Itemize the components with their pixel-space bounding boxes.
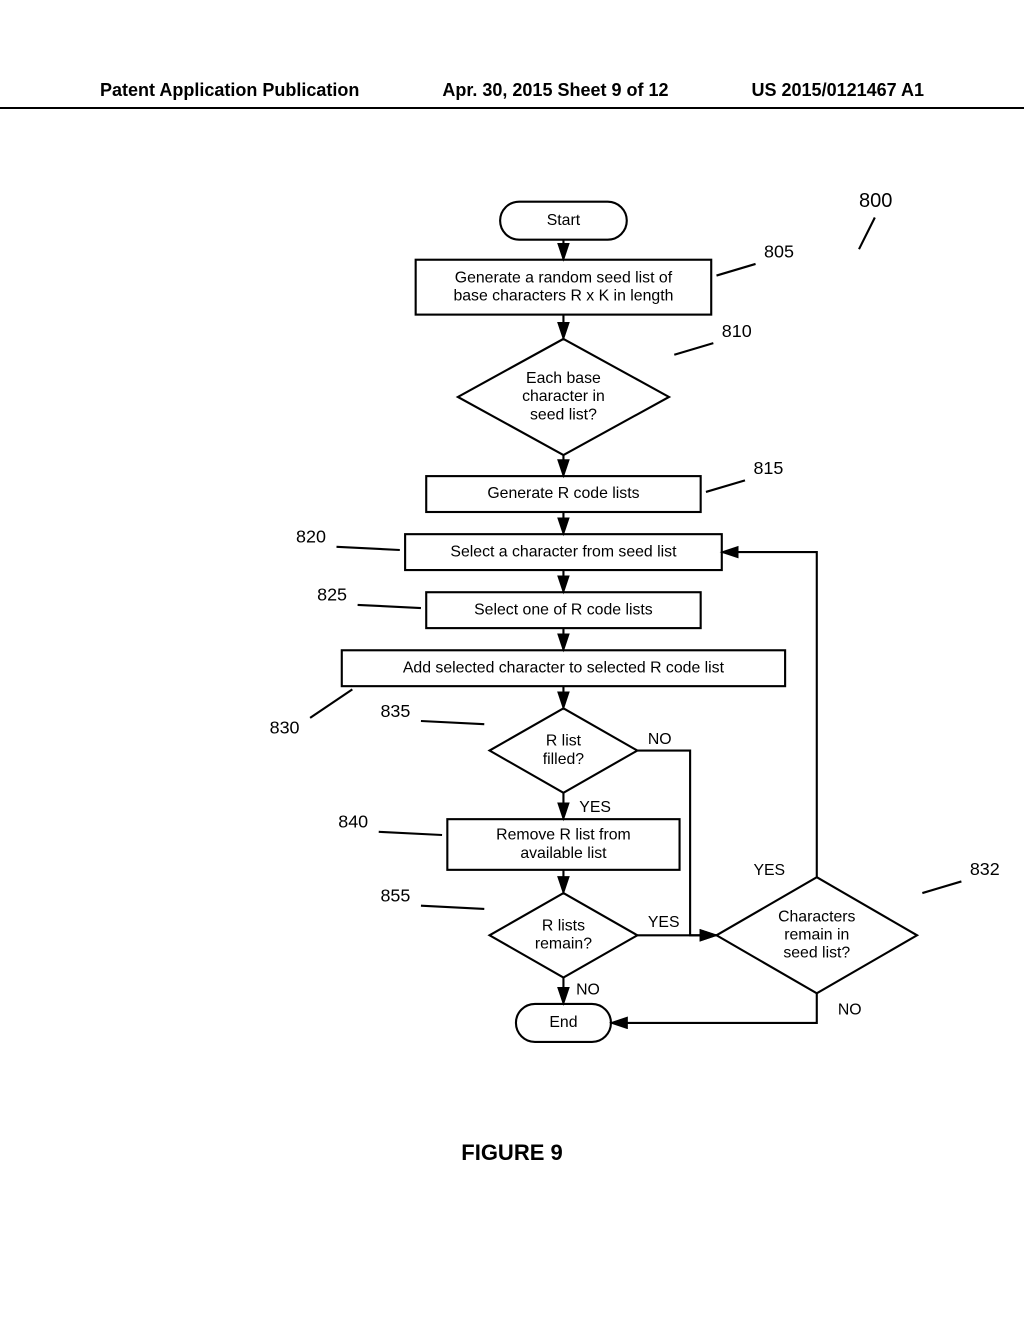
svg-text:Select a character from seed l: Select a character from seed list: [450, 543, 677, 560]
figure-title: FIGURE 9: [0, 1140, 1024, 1166]
svg-text:YES: YES: [753, 862, 785, 879]
svg-text:YES: YES: [648, 914, 680, 931]
svg-text:820: 820: [296, 527, 326, 547]
svg-text:815: 815: [753, 458, 783, 478]
svg-text:830: 830: [270, 718, 300, 738]
svg-text:Generate a random seed list of: Generate a random seed list of: [455, 269, 673, 286]
svg-text:base characters R x K in lengt: base characters R x K in length: [453, 287, 673, 304]
svg-text:character in: character in: [522, 388, 605, 405]
svg-text:NO: NO: [838, 1001, 862, 1018]
svg-text:835: 835: [380, 701, 410, 721]
svg-text:YES: YES: [579, 799, 611, 816]
svg-text:NO: NO: [576, 981, 600, 998]
svg-text:R lists: R lists: [542, 917, 585, 934]
svg-text:Select one of R code lists: Select one of R code lists: [474, 601, 653, 618]
svg-text:End: End: [549, 1014, 577, 1031]
svg-text:855: 855: [380, 886, 410, 906]
svg-text:Start: Start: [547, 212, 581, 229]
svg-text:Characters: Characters: [778, 908, 855, 925]
svg-text:available list: available list: [520, 845, 607, 862]
svg-text:Generate R code lists: Generate R code lists: [487, 485, 639, 502]
svg-text:Each base: Each base: [526, 370, 601, 387]
svg-text:R list: R list: [546, 733, 582, 750]
svg-text:seed list?: seed list?: [783, 945, 850, 962]
svg-text:810: 810: [722, 321, 752, 341]
svg-text:remain?: remain?: [535, 936, 592, 953]
svg-text:NO: NO: [648, 731, 672, 748]
svg-text:seed list?: seed list?: [530, 406, 597, 423]
flowchart: Start Generate a random seed list ofbase …: [62, 170, 1024, 1120]
svg-text:805: 805: [764, 242, 794, 262]
svg-text:remain in: remain in: [784, 926, 849, 943]
svg-text:832: 832: [970, 859, 1000, 879]
svg-text:Add selected character to sele: Add selected character to selected R cod…: [403, 659, 725, 676]
header-left: Patent Application Publication: [100, 80, 359, 101]
svg-text:filled?: filled?: [543, 751, 585, 768]
svg-text:840: 840: [338, 812, 368, 832]
svg-text:800: 800: [859, 190, 892, 212]
svg-text:825: 825: [317, 585, 347, 605]
header-right: US 2015/0121467 A1: [752, 80, 924, 101]
svg-text:Remove R list from: Remove R list from: [496, 827, 631, 844]
page-header: Patent Application Publication Apr. 30, …: [0, 80, 1024, 109]
header-center: Apr. 30, 2015 Sheet 9 of 12: [442, 80, 668, 101]
